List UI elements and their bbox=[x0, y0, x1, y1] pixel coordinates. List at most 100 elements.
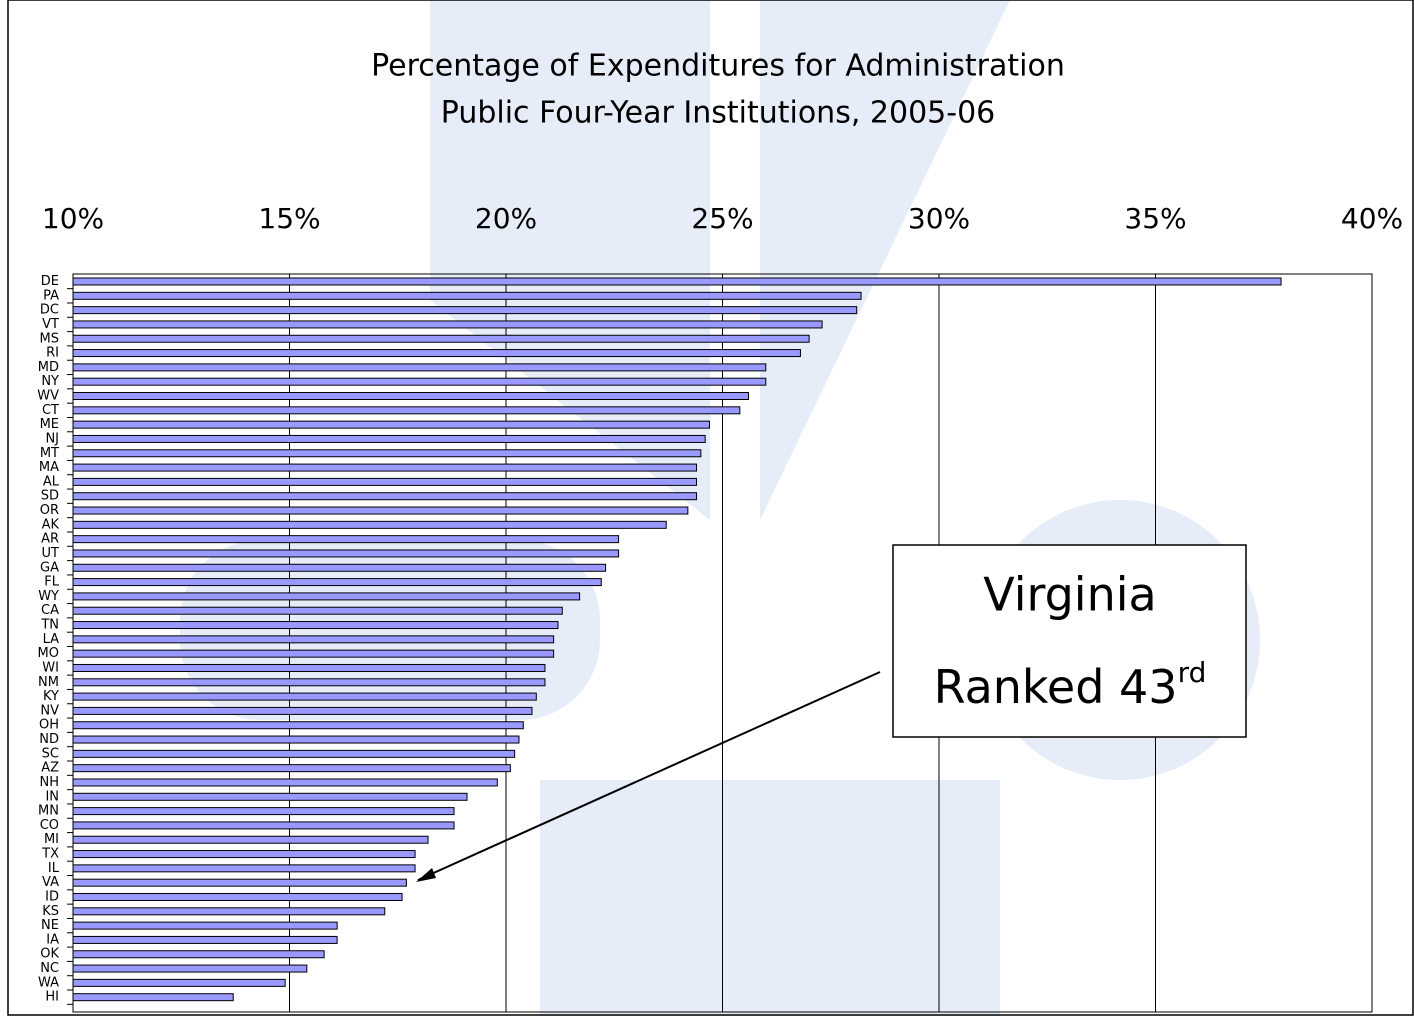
bar bbox=[72, 721, 524, 730]
y-tick-label: NJ bbox=[45, 431, 59, 446]
y-tick-label: MS bbox=[40, 331, 59, 346]
y-tick-label: WV bbox=[37, 389, 59, 404]
y-tick-label: IL bbox=[48, 861, 60, 876]
y-tick-label: SD bbox=[41, 489, 59, 504]
bar bbox=[72, 492, 698, 501]
y-tick-label: MD bbox=[38, 360, 59, 375]
annotation-line: Ranked 43 bbox=[934, 660, 1178, 714]
y-tick-label: GA bbox=[40, 560, 59, 575]
y-tick-label: AZ bbox=[41, 761, 59, 776]
y-tick-label: OK bbox=[40, 947, 59, 962]
bar bbox=[72, 520, 667, 529]
y-tick-label: OR bbox=[40, 503, 59, 518]
bar bbox=[72, 563, 607, 572]
y-tick-label: DE bbox=[41, 274, 59, 289]
bar bbox=[72, 692, 537, 701]
annotation-sup: rd bbox=[1178, 656, 1207, 689]
bar bbox=[72, 535, 620, 544]
annotation-box bbox=[892, 544, 1247, 738]
y-tick-label: LA bbox=[43, 632, 60, 647]
bar bbox=[72, 778, 498, 787]
frame bbox=[7, 0, 1414, 1016]
bar bbox=[72, 549, 620, 558]
bar bbox=[72, 477, 698, 486]
y-tick-label: CO bbox=[40, 818, 59, 833]
y-tick-label: NV bbox=[40, 703, 59, 718]
bar bbox=[72, 678, 546, 687]
y-tick-label: IA bbox=[46, 932, 59, 947]
y-tick-label: ND bbox=[39, 732, 59, 747]
bar bbox=[72, 592, 581, 601]
bar bbox=[72, 291, 862, 300]
bar bbox=[72, 349, 801, 358]
x-tick-label: 15% bbox=[258, 202, 320, 235]
y-tick-label: VT bbox=[42, 317, 59, 332]
y-tick-label: KS bbox=[42, 904, 59, 919]
arrow bbox=[417, 671, 881, 881]
y-tick-label: AK bbox=[42, 517, 60, 532]
bar bbox=[72, 392, 749, 401]
bar bbox=[72, 320, 823, 329]
bar bbox=[72, 964, 308, 973]
bar bbox=[72, 363, 767, 372]
y-tick-label: HI bbox=[45, 990, 59, 1005]
y-tick-label: WY bbox=[38, 589, 59, 604]
bar bbox=[72, 578, 602, 587]
arrow-head bbox=[416, 868, 436, 882]
y-tick-label: NH bbox=[40, 775, 60, 790]
chart-title: Percentage of Expenditures for Administr… bbox=[371, 49, 1065, 84]
y-tick-label: MT bbox=[40, 446, 59, 461]
y-tick-label: NY bbox=[41, 374, 59, 389]
bar bbox=[72, 907, 386, 916]
bar bbox=[72, 892, 403, 901]
y-tick-label: WI bbox=[42, 660, 59, 675]
y-tick-label: MI bbox=[44, 832, 59, 847]
bar bbox=[72, 850, 416, 859]
bar bbox=[72, 821, 455, 830]
bar bbox=[72, 334, 810, 343]
y-tick-label: KY bbox=[43, 689, 59, 704]
bar bbox=[72, 463, 698, 472]
y-tick-label: TN bbox=[40, 618, 59, 633]
bar bbox=[72, 606, 563, 615]
y-tick-label: IN bbox=[45, 789, 59, 804]
bar bbox=[72, 921, 338, 930]
y-tick-label: ME bbox=[40, 417, 59, 432]
y-tick-label: DC bbox=[40, 303, 59, 318]
x-tick-label: 30% bbox=[908, 202, 970, 235]
bar bbox=[72, 434, 706, 443]
y-tick-label: CT bbox=[42, 403, 59, 418]
chart-title: Public Four-Year Institutions, 2005-06 bbox=[441, 96, 996, 131]
y-tick-label: AL bbox=[43, 474, 60, 489]
annotation: Ranked 43rd bbox=[934, 656, 1207, 714]
y-tick-label: MN bbox=[38, 804, 59, 819]
y-tick-label: SC bbox=[42, 746, 59, 761]
bar bbox=[72, 878, 407, 887]
y-tick-label: ID bbox=[45, 889, 59, 904]
bar bbox=[72, 377, 767, 386]
y-tick-label: NM bbox=[38, 675, 59, 690]
y-tick-label: MA bbox=[39, 460, 59, 475]
y-tick-label: WA bbox=[38, 975, 59, 990]
bar bbox=[72, 935, 338, 944]
y-tick-label: AR bbox=[41, 532, 59, 547]
bar bbox=[72, 764, 511, 773]
bar bbox=[72, 807, 455, 816]
y-tick-label: UT bbox=[42, 546, 60, 561]
y-tick-label: VA bbox=[42, 875, 59, 890]
bar bbox=[72, 635, 555, 644]
bar bbox=[72, 420, 711, 429]
y-tick-label: NE bbox=[41, 918, 59, 933]
x-tick-label: 40% bbox=[1341, 202, 1403, 235]
bar bbox=[72, 735, 520, 744]
bar bbox=[72, 649, 555, 658]
annotation: Virginia bbox=[983, 568, 1156, 622]
bar bbox=[72, 993, 234, 1002]
bar bbox=[72, 506, 689, 515]
bar bbox=[72, 835, 429, 844]
y-tick-label: MO bbox=[38, 646, 59, 661]
bar bbox=[72, 306, 858, 315]
bar bbox=[72, 950, 325, 959]
bar bbox=[72, 277, 1282, 286]
